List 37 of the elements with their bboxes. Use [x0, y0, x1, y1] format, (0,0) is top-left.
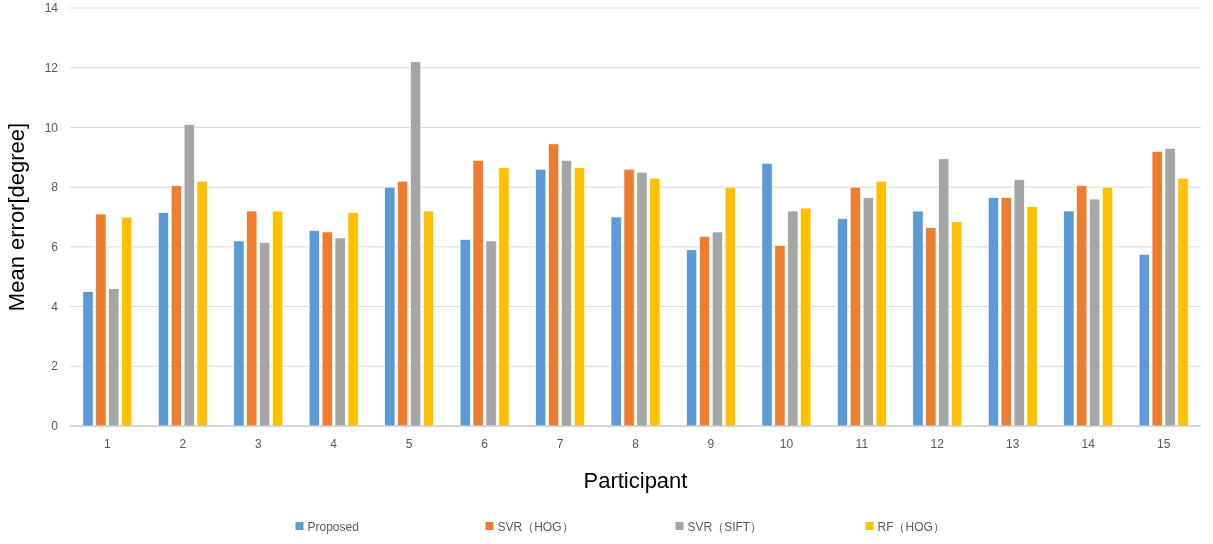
y-tick-label: 12	[44, 60, 59, 75]
x-tick-label: 3	[254, 437, 262, 451]
y-tick-label: 4	[51, 299, 59, 314]
x-tick-label: 1	[104, 437, 111, 451]
y-tick-label: 0	[51, 419, 59, 434]
y-axis-title: Mean error[degree]	[4, 122, 29, 312]
y-tick-label: 6	[51, 240, 59, 255]
y-tick-label: 2	[51, 359, 59, 374]
x-axis-title: Participant	[583, 468, 688, 493]
x-tick-label: 14	[1081, 437, 1096, 451]
legend-label: SVR（SIFT）	[687, 520, 763, 535]
x-tick-label: 2	[179, 437, 187, 451]
x-tick-label: 7	[556, 437, 564, 451]
x-tick-label: 9	[707, 437, 715, 451]
x-tick-label: 5	[405, 437, 413, 451]
bar	[698, 236, 711, 427]
x-tick-label: 13	[1006, 437, 1020, 451]
bar	[836, 218, 848, 427]
y-tick-label: 8	[51, 180, 59, 195]
y-tick-label: 10	[44, 120, 59, 135]
legend-label: RF（HOG）	[877, 520, 945, 535]
x-tick-label: 8	[632, 437, 640, 451]
bar	[157, 212, 169, 427]
bar	[573, 167, 585, 427]
x-tick-label: 12	[930, 437, 945, 451]
x-tick-label: 10	[779, 437, 794, 451]
y-tick-label: 14	[44, 1, 59, 16]
bar	[423, 210, 435, 427]
bar	[560, 159, 573, 427]
x-tick-label: 6	[481, 437, 489, 451]
bar	[1102, 186, 1114, 427]
legend-label: Proposed	[307, 520, 359, 535]
bar	[686, 249, 698, 427]
x-tick-label: 11	[855, 437, 869, 451]
x-tick-label: 4	[330, 437, 338, 451]
legend-label: SVR（HOG）	[497, 520, 574, 535]
x-tick-label: 15	[1156, 437, 1171, 451]
